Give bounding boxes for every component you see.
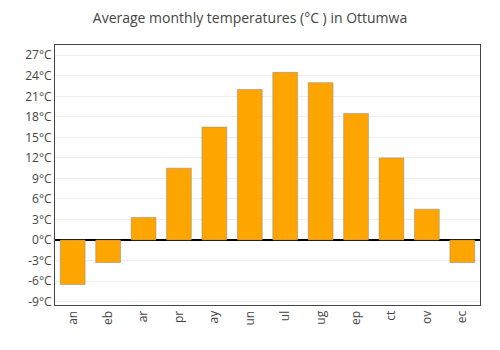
svg-text:-9°C: -9°C [28, 293, 52, 310]
svg-text:an: an [64, 311, 81, 325]
svg-text:21°C: 21°C [25, 88, 52, 105]
svg-text:ay: ay [205, 310, 222, 324]
svg-text:6°C: 6°C [32, 190, 52, 207]
svg-text:15°C: 15°C [25, 129, 52, 146]
svg-text:-6°C: -6°C [28, 272, 52, 289]
svg-text:ep: ep [347, 311, 364, 325]
svg-text:ul: ul [276, 311, 293, 321]
svg-text:18°C: 18°C [25, 108, 52, 125]
svg-text:un: un [241, 311, 258, 326]
svg-text:ct: ct [382, 311, 399, 321]
svg-text:pr: pr [170, 311, 187, 323]
svg-text:3°C: 3°C [32, 211, 52, 228]
svg-text:eb: eb [99, 311, 116, 325]
svg-text:ov: ov [418, 311, 435, 324]
svg-text:ec: ec [453, 311, 470, 324]
svg-text:0°C: 0°C [32, 231, 52, 248]
svg-text:9°C: 9°C [32, 170, 52, 187]
svg-text:24°C: 24°C [25, 67, 52, 84]
svg-text:-3°C: -3°C [28, 252, 52, 269]
svg-text:Average monthly temperatures (: Average monthly temperatures (°C ) in Ot… [93, 8, 407, 27]
svg-text:27°C: 27°C [25, 46, 52, 63]
svg-text:12°C: 12°C [25, 149, 52, 166]
svg-text:ug: ug [312, 310, 329, 324]
svg-text:ar: ar [134, 311, 151, 323]
